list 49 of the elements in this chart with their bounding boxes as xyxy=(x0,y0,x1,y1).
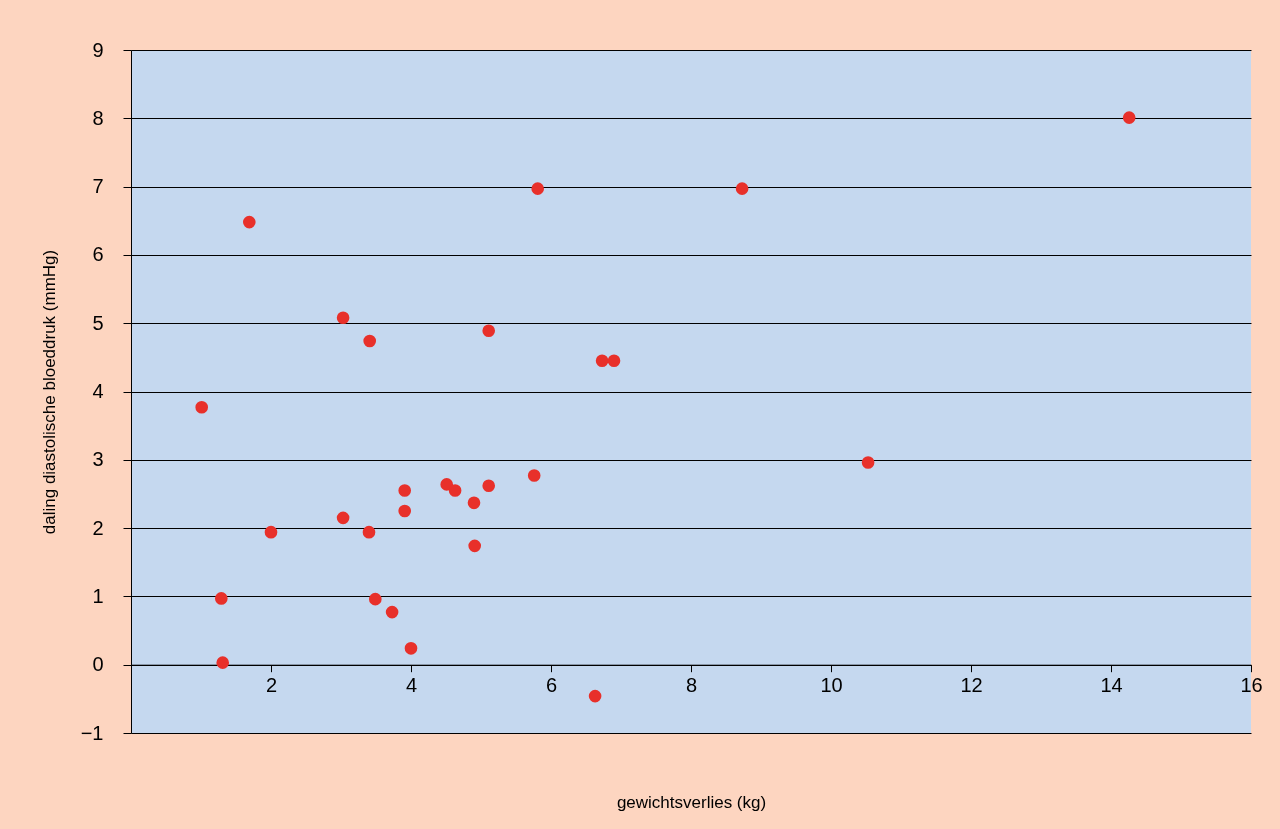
point xyxy=(448,484,462,497)
y-tick-label: 0 xyxy=(92,653,104,676)
point xyxy=(482,324,496,338)
point xyxy=(195,400,209,414)
y-tick-label: 6 xyxy=(92,243,104,266)
point xyxy=(1122,111,1136,124)
point xyxy=(398,504,412,518)
point xyxy=(385,605,399,619)
point xyxy=(404,642,418,655)
y-tick-label: 1 xyxy=(92,584,104,607)
point xyxy=(607,354,621,368)
y-tick-label: 3 xyxy=(92,448,104,471)
point xyxy=(336,511,350,525)
x-tick-label: 16 xyxy=(1240,674,1263,697)
y-tick-label: 7 xyxy=(92,175,104,198)
x-tick-label: 8 xyxy=(685,674,698,697)
y-tick-label: 9 xyxy=(92,38,104,61)
x-tick-label: 12 xyxy=(960,674,983,697)
x-tick-label: 6 xyxy=(545,674,558,697)
point xyxy=(468,539,482,553)
point xyxy=(595,354,609,368)
point xyxy=(482,479,496,493)
y-axis-title: daling diastolische bloeddruk (mmHg) xyxy=(39,249,59,535)
point xyxy=(531,182,545,195)
point xyxy=(588,689,602,703)
point xyxy=(467,496,481,510)
point xyxy=(264,525,278,539)
point xyxy=(735,182,749,195)
x-axis-title: gewichtsverlies (kg) xyxy=(616,792,767,812)
point xyxy=(362,525,376,539)
x-tick-label: 14 xyxy=(1100,674,1123,697)
x-tick-label: 2 xyxy=(265,674,278,697)
point xyxy=(861,456,875,469)
x-tick-label: 4 xyxy=(405,674,418,697)
point xyxy=(398,484,412,497)
point xyxy=(242,215,256,229)
y-tick-label: −1 xyxy=(80,721,104,744)
x-tick-label: 10 xyxy=(820,674,843,697)
y-tick-label: 5 xyxy=(92,311,104,334)
point xyxy=(363,334,377,348)
point xyxy=(440,478,454,491)
y-tick-label: 2 xyxy=(92,516,104,539)
point xyxy=(214,592,228,605)
y-tick-label: 4 xyxy=(92,380,104,402)
point xyxy=(216,656,230,669)
y-tick-label: 8 xyxy=(92,106,104,129)
point xyxy=(336,311,350,325)
point xyxy=(368,592,382,606)
point xyxy=(527,469,541,482)
